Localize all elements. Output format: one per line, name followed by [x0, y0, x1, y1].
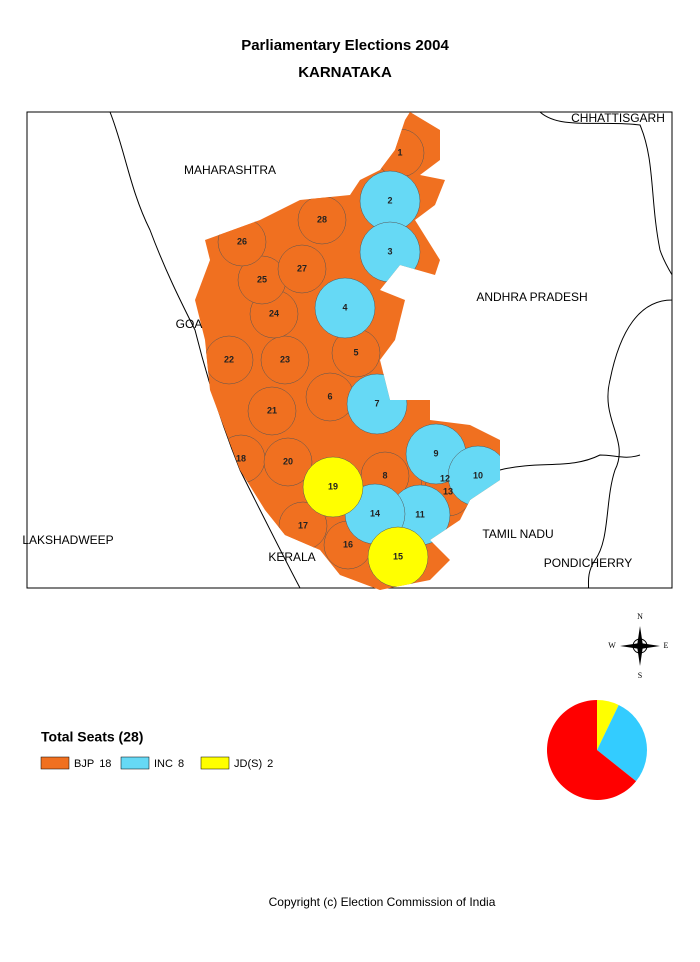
compass-e: E: [664, 641, 669, 650]
copyright: Copyright (c) Election Commission of Ind…: [269, 895, 496, 909]
constituency: [263, 437, 313, 487]
constituency-number: 26: [237, 236, 247, 246]
constituency-number: 13: [443, 486, 453, 496]
constituency: [314, 277, 376, 339]
coastline-east: [539, 112, 672, 588]
legend-name: INC: [154, 758, 173, 770]
compass-s: S: [638, 671, 642, 680]
legend-value: 18: [99, 758, 111, 770]
legend-swatch: [120, 756, 150, 770]
constituency-number: 2: [387, 195, 392, 205]
legend-name: JD(S): [234, 758, 262, 770]
neighbor-label: TAMIL NADU: [482, 527, 553, 541]
neighbor-label: CHHATTISGARH: [571, 111, 665, 125]
constituency-number: 23: [280, 354, 290, 364]
compass-n: N: [637, 612, 643, 621]
constituency-number: 17: [298, 520, 308, 530]
constituency: [277, 244, 327, 294]
constituency-number: 24: [269, 308, 279, 318]
constituency-number: 14: [370, 508, 380, 518]
constituency-number: 4: [342, 302, 347, 312]
constituency: [260, 335, 310, 385]
pie-slice: [597, 704, 647, 782]
pie-slice: [597, 700, 619, 750]
legend-value: 2: [267, 758, 273, 770]
coastline: [109, 112, 301, 588]
title: Parliamentary Elections 2004: [241, 37, 449, 54]
legend-swatch: [40, 756, 70, 770]
legend: BJP 18 INC 8 JD(S) 2: [40, 756, 273, 770]
constituency-number: 9: [433, 448, 438, 458]
constituency-number: 28: [317, 214, 327, 224]
neighbor-label: GOA: [176, 317, 203, 331]
neighbor-label: KERALA: [268, 550, 315, 564]
constituency-number: 6: [327, 391, 332, 401]
constituency-number: 25: [257, 274, 267, 284]
pie-slice: [546, 700, 637, 800]
subtitle: KARNATAKA: [298, 64, 392, 81]
constituency-number: 12: [440, 473, 450, 483]
constituency-number: 5: [353, 347, 358, 357]
constituency-number: 20: [283, 456, 293, 466]
neighbor-label: MAHARASHTRA: [184, 163, 276, 177]
constituency-number: 7: [374, 398, 379, 408]
constituency-number: 3: [387, 246, 392, 256]
legend-swatch: [200, 756, 230, 770]
legend-title: Total Seats (28): [41, 729, 143, 745]
pie: [546, 700, 647, 800]
constituency-number: 15: [393, 551, 403, 561]
compass: N S E W: [608, 612, 668, 680]
outlines: [109, 112, 672, 588]
constituency-number: 21: [267, 405, 277, 415]
constituency-number: 8: [382, 470, 387, 480]
constituency-number: 22: [224, 354, 234, 364]
border: [499, 454, 641, 471]
compass-w: W: [608, 641, 616, 650]
neighbor-label: LAKSHADWEEP: [22, 533, 113, 547]
constituency-number: 1: [397, 147, 402, 157]
constituency-number: 10: [473, 470, 483, 480]
legend-name: BJP: [74, 758, 94, 770]
neighbor-label: PONDICHERRY: [544, 556, 632, 570]
constituency-number: 16: [343, 539, 353, 549]
legend-value: 8: [178, 758, 184, 770]
constituency-number: 27: [297, 263, 307, 273]
constituency: [302, 456, 364, 518]
neighbor-label: ANDHRA PRADESH: [476, 290, 587, 304]
constituency: [247, 386, 297, 436]
constituency-number: 11: [415, 509, 425, 519]
constituency-number: 19: [328, 481, 338, 491]
constituency-number: 18: [236, 453, 246, 463]
